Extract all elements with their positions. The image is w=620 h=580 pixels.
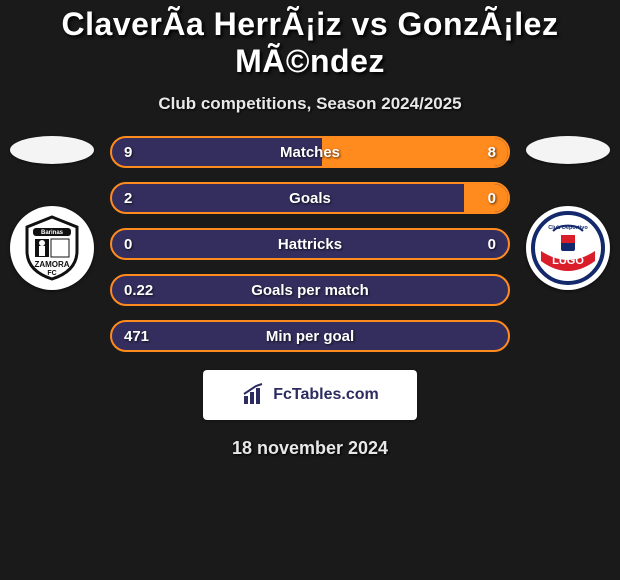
date-label: 18 november 2024 [0,438,620,459]
comparison-card: ClaverÃ­a HerrÃ¡iz vs GonzÃ¡lez MÃ©ndez … [0,0,620,459]
left-club-badge: Barinas ZAMORA FC [10,206,94,290]
stat-value-left: 9 [124,138,132,166]
svg-text:Barinas: Barinas [41,230,64,236]
stat-bar: Goals per match0.22 [110,274,510,306]
svg-text:ZAMORA: ZAMORA [34,260,69,269]
brand-badge: FcTables.com [203,370,417,420]
main-row: Barinas ZAMORA FC Matches98Goals20Hattri… [0,136,620,352]
page-title: ClaverÃ­a HerrÃ¡iz vs GonzÃ¡lez MÃ©ndez [0,6,620,80]
left-flag-icon [10,136,94,164]
stat-value-left: 0.22 [124,276,153,304]
stat-value-left: 0 [124,230,132,258]
right-flag-icon [526,136,610,164]
svg-text:LUGO: LUGO [552,255,584,267]
stat-value-left: 2 [124,184,132,212]
stat-bar: Min per goal471 [110,320,510,352]
right-club-badge: LUGO Club Deportivo [526,206,610,290]
stats-bars: Matches98Goals20Hattricks00Goals per mat… [110,136,510,352]
stat-label: Min per goal [112,322,508,350]
stat-bar: Matches9 8 [110,136,510,168]
lugo-badge-icon: LUGO Club Deportivo [531,211,605,285]
stat-bar: Goals2 0 [110,182,510,214]
stat-bar: Hattricks0 0 [110,228,510,260]
stat-label: Hattricks [112,230,508,258]
brand-text: FcTables.com [273,386,379,404]
left-column: Barinas ZAMORA FC [2,136,102,290]
right-column: LUGO Club Deportivo [518,136,618,290]
stat-label: Goals per match [112,276,508,304]
stat-value-left: 471 [124,322,149,350]
zamora-badge-icon: Barinas ZAMORA FC [17,213,87,283]
stat-value-right: 0 [488,184,496,212]
page-subtitle: Club competitions, Season 2024/2025 [0,94,620,114]
svg-text:Club Deportivo: Club Deportivo [548,225,588,231]
svg-text:FC: FC [47,270,56,277]
stat-value-right: 8 [488,138,496,166]
brand-chart-icon [241,382,267,408]
stat-value-right: 0 [488,230,496,258]
stat-label: Goals [112,184,508,212]
stat-label: Matches [112,138,508,166]
